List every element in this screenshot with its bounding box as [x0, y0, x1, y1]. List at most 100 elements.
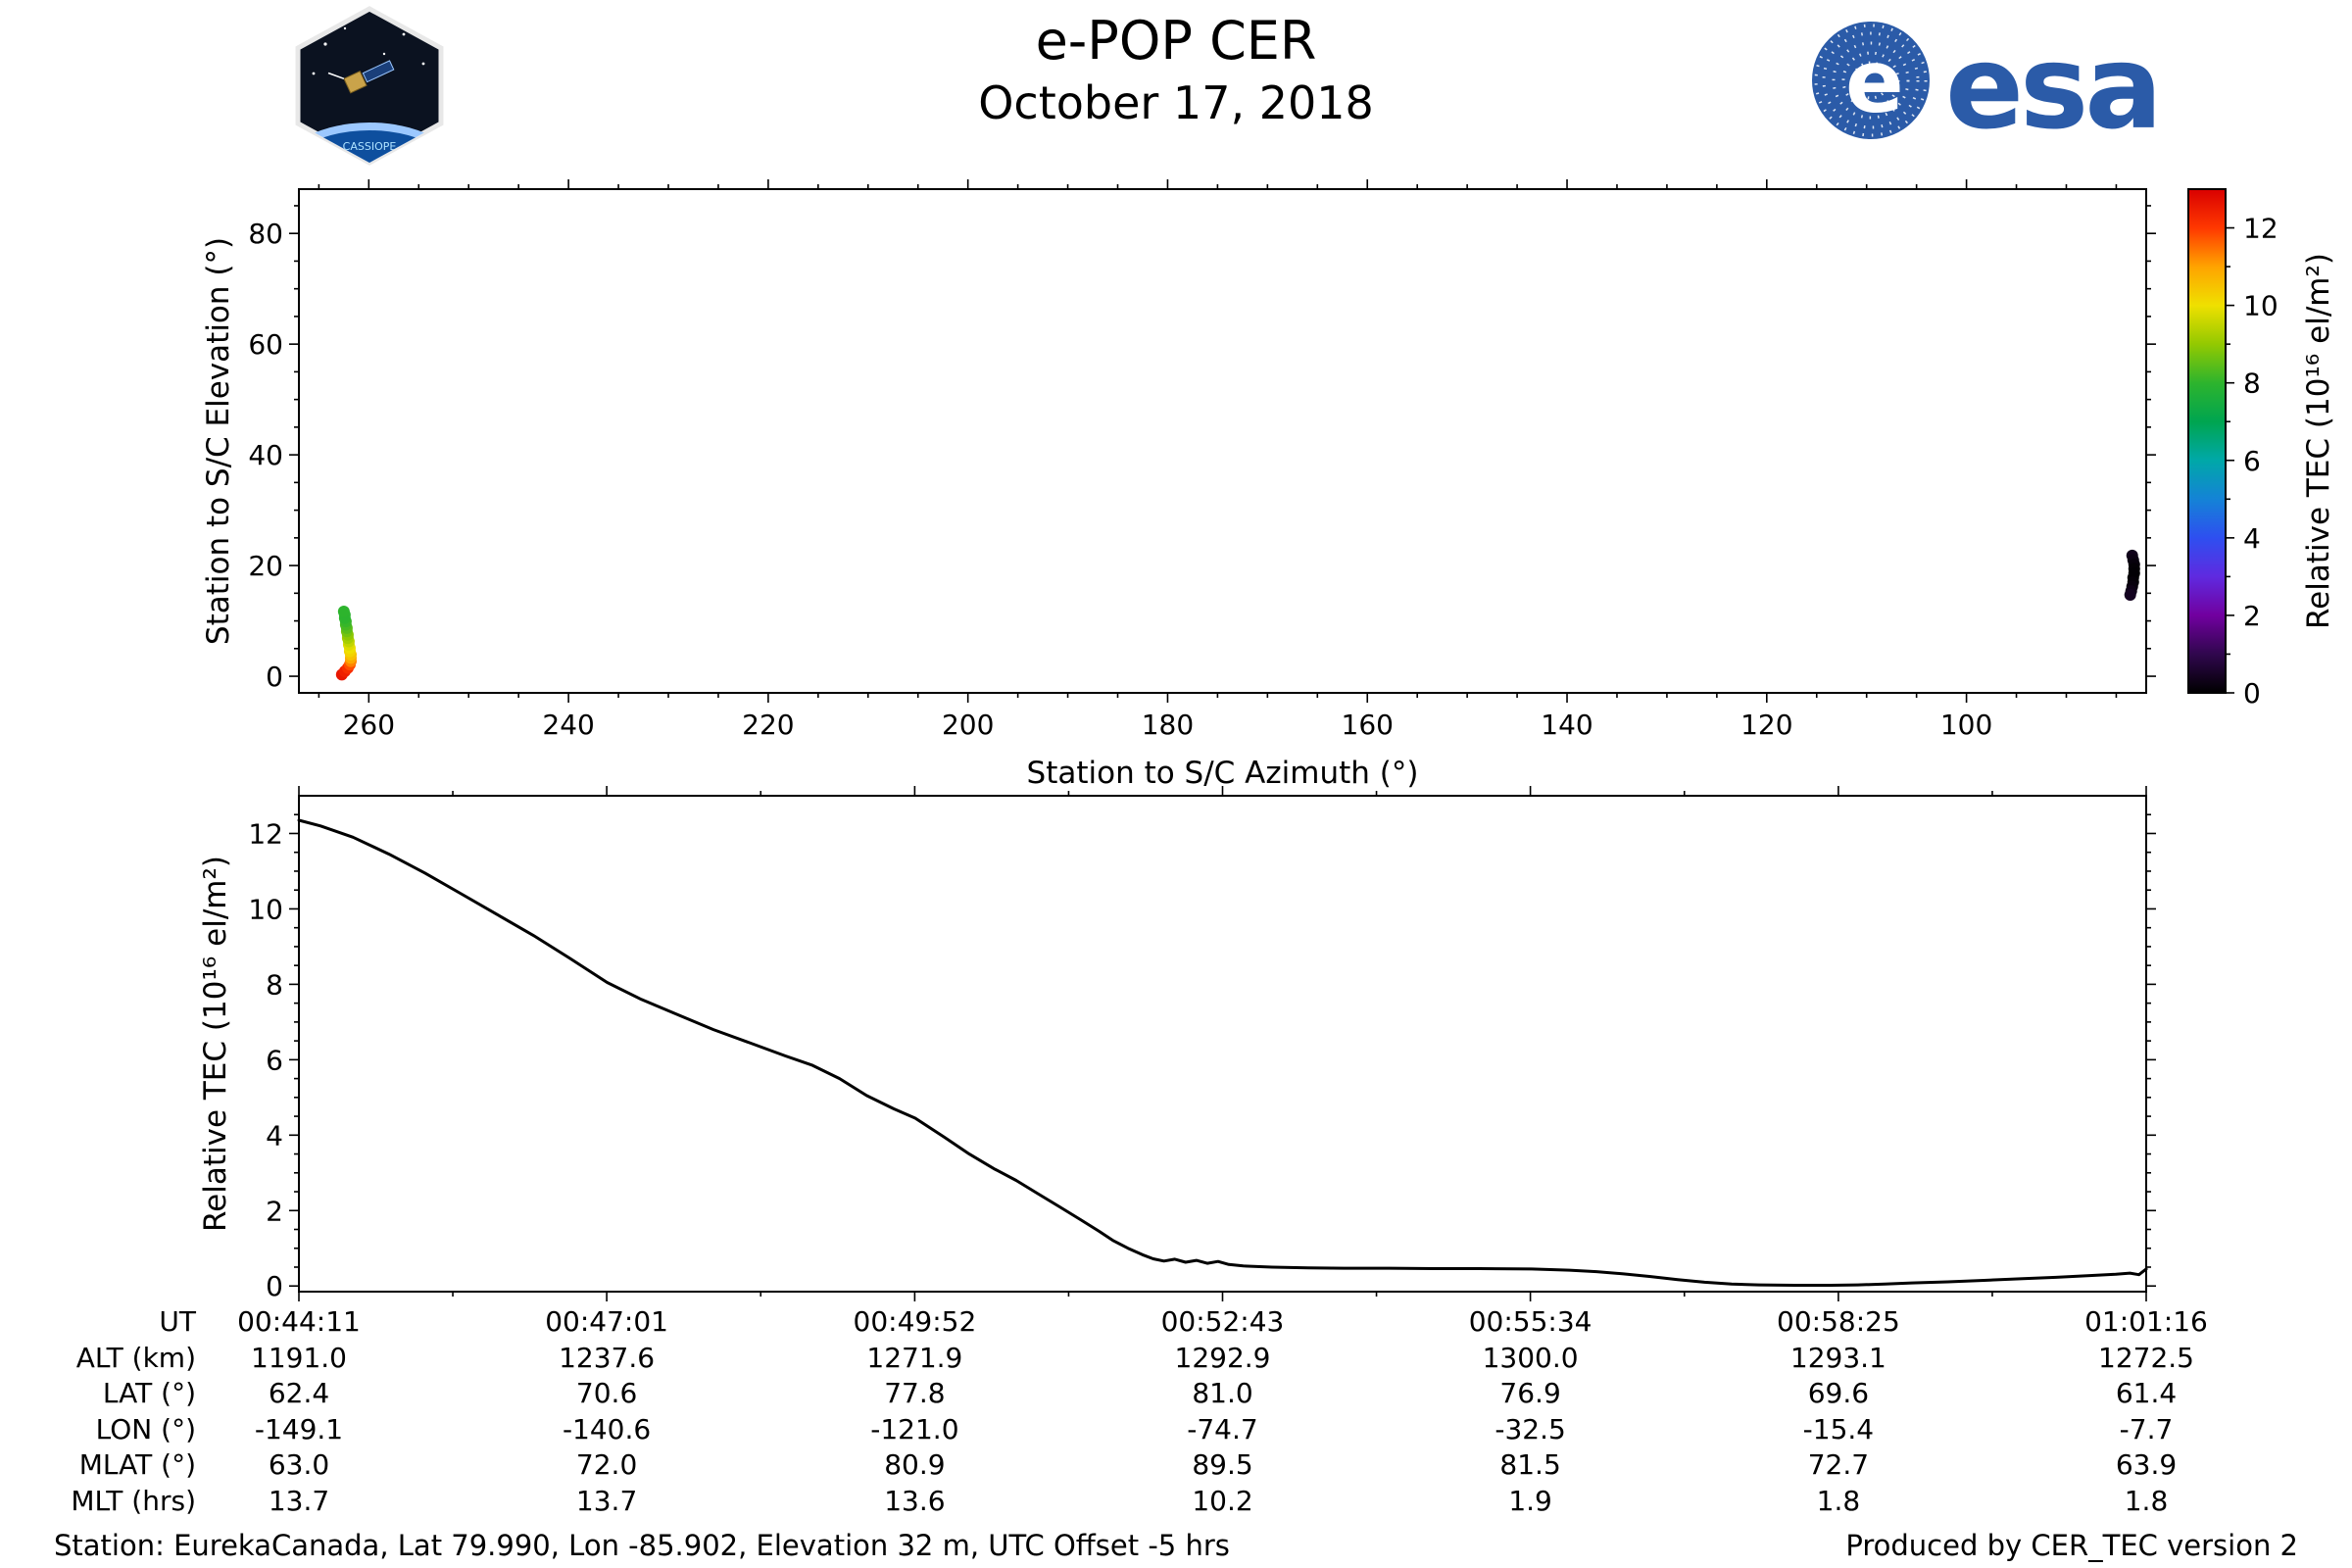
svg-text:6: 6 — [266, 1044, 283, 1076]
eph-cell: 00:52:43 — [1160, 1305, 1285, 1338]
colorbar-scale — [2187, 188, 2227, 694]
eph-cell: 72.7 — [1807, 1448, 1870, 1481]
eph-cell: -7.7 — [2119, 1412, 2174, 1446]
eph-cell: -74.7 — [1187, 1412, 1258, 1446]
eph-cell: 13.7 — [575, 1484, 638, 1517]
esa-wordmark: esa — [1945, 20, 2159, 155]
eph-cell: 69.6 — [1807, 1377, 1870, 1409]
scatter-points — [335, 549, 2140, 681]
eph-cell: 13.7 — [268, 1484, 330, 1517]
eph-cell: 00:58:25 — [1777, 1305, 1900, 1338]
eph-cell: -15.4 — [1802, 1412, 1875, 1446]
eph-cell: 63.0 — [268, 1448, 330, 1481]
esa-logo: e esa — [1812, 20, 2163, 155]
svg-text:100: 100 — [1940, 709, 1992, 741]
eph-cell: 1272.5 — [2098, 1341, 2194, 1374]
top-plot-axes: 260 240 220 200 180 160 140 120 100 0 20 40 60 80 — [248, 179, 2156, 741]
eph-cell: 77.8 — [884, 1377, 946, 1409]
svg-text:0: 0 — [266, 1270, 283, 1302]
eph-cell: 72.0 — [575, 1448, 638, 1481]
eph-cell: 1300.0 — [1482, 1341, 1579, 1374]
eph-cell: 81.0 — [1192, 1377, 1253, 1409]
eph-row-label: ALT (km) — [75, 1341, 196, 1374]
eph-cell: 00:47:01 — [545, 1305, 668, 1338]
produced-by: Produced by CER_TEC version 2 — [1845, 1529, 2298, 1562]
eph-row-label: LON (°) — [95, 1412, 196, 1446]
eph-cell: 10.2 — [1192, 1484, 1253, 1517]
svg-text:12: 12 — [2243, 213, 2278, 245]
svg-text:2: 2 — [2243, 600, 2261, 632]
top-plot-xlabel: Station to S/C Azimuth (°) — [1027, 756, 1419, 791]
eph-row-label: LAT (°) — [102, 1377, 196, 1409]
bottom-plot-axes: 0 2 4 6 8 10 12 — [248, 786, 2156, 1302]
figure-title: e-POP CER — [1035, 10, 1317, 72]
cassiope-mission-patch: CASSIOPE — [295, 6, 444, 166]
svg-text:180: 180 — [1142, 709, 1194, 741]
patch-label: CASSIOPE — [343, 140, 397, 153]
svg-text:260: 260 — [343, 709, 395, 741]
eph-cell: -121.0 — [870, 1412, 959, 1446]
eph-cell: -32.5 — [1494, 1412, 1566, 1446]
svg-text:200: 200 — [942, 709, 994, 741]
colorbar: 0 2 4 6 8 10 12 Relative TEC (10¹⁶ el/m²) — [2187, 188, 2336, 710]
eph-cell: 00:44:11 — [237, 1305, 361, 1338]
svg-text:0: 0 — [266, 661, 283, 693]
svg-text:10: 10 — [248, 893, 283, 925]
svg-text:140: 140 — [1541, 709, 1592, 741]
patch-satellite — [327, 60, 395, 94]
svg-text:160: 160 — [1342, 709, 1394, 741]
svg-text:4: 4 — [2243, 522, 2261, 555]
eph-cell: 1.8 — [2124, 1484, 2169, 1517]
svg-text:0: 0 — [2243, 677, 2261, 710]
bottom-plot: 0 2 4 6 8 10 12 Relative TEC (10¹⁶ el/m²) — [198, 786, 2156, 1302]
eph-cell: 13.6 — [884, 1484, 946, 1517]
top-plot-ylabel: Station to S/C Elevation (°) — [201, 237, 236, 645]
svg-text:8: 8 — [2243, 368, 2261, 400]
eph-cell: 81.5 — [1499, 1448, 1561, 1481]
eph-cell: 63.9 — [2115, 1448, 2178, 1481]
svg-text:4: 4 — [266, 1119, 283, 1152]
eph-cell: 89.5 — [1192, 1448, 1253, 1481]
svg-text:2: 2 — [266, 1195, 283, 1227]
tec-line — [297, 818, 2148, 1287]
bottom-plot-ylabel: Relative TEC (10¹⁶ el/m²) — [198, 856, 233, 1232]
colorbar-label: Relative TEC (10¹⁶ el/m²) — [2301, 253, 2336, 629]
eph-cell: 1292.9 — [1174, 1341, 1271, 1374]
svg-text:120: 120 — [1740, 709, 1792, 741]
eph-cell: 1.8 — [1816, 1484, 1861, 1517]
eph-cell: -140.6 — [562, 1412, 652, 1446]
eph-cell: 80.9 — [884, 1448, 946, 1481]
eph-cell: 1.9 — [1508, 1484, 1552, 1517]
eph-cell: 62.4 — [268, 1377, 330, 1409]
eph-cell: 00:49:52 — [853, 1305, 977, 1338]
svg-text:80: 80 — [248, 218, 283, 250]
svg-text:240: 240 — [542, 709, 594, 741]
eph-row-label: MLAT (°) — [78, 1448, 196, 1481]
eph-cell: 76.9 — [1499, 1377, 1561, 1409]
esa-globe-icon: e — [1812, 22, 1930, 139]
eph-row-label: UT — [159, 1305, 196, 1338]
eph-cell: -149.1 — [254, 1412, 344, 1446]
eph-cell: 70.6 — [575, 1377, 638, 1409]
svg-text:60: 60 — [248, 328, 283, 361]
svg-text:220: 220 — [742, 709, 794, 741]
svg-text:10: 10 — [2243, 290, 2278, 322]
station-info: Station: EurekaCanada, Lat 79.990, Lon -… — [54, 1529, 1230, 1562]
svg-text:e: e — [1845, 31, 1904, 132]
eph-cell: 1191.0 — [251, 1341, 347, 1374]
eph-cell: 1237.6 — [559, 1341, 656, 1374]
eph-cell: 61.4 — [2115, 1377, 2178, 1409]
eph-row-label: MLT (hrs) — [71, 1484, 196, 1517]
svg-text:6: 6 — [2243, 445, 2261, 477]
eph-cell: 01:01:16 — [2084, 1305, 2208, 1338]
svg-text:12: 12 — [248, 817, 283, 850]
eph-cell: 1271.9 — [866, 1341, 963, 1374]
svg-text:20: 20 — [248, 550, 283, 582]
figure-date: October 17, 2018 — [978, 76, 1374, 129]
eph-cell: 00:55:34 — [1468, 1305, 1592, 1338]
top-plot: 260 240 220 200 180 160 140 120 100 0 20 40 60 80 Stat… — [201, 179, 2156, 791]
svg-text:40: 40 — [248, 439, 283, 471]
eph-cell: 1293.1 — [1789, 1341, 1886, 1374]
